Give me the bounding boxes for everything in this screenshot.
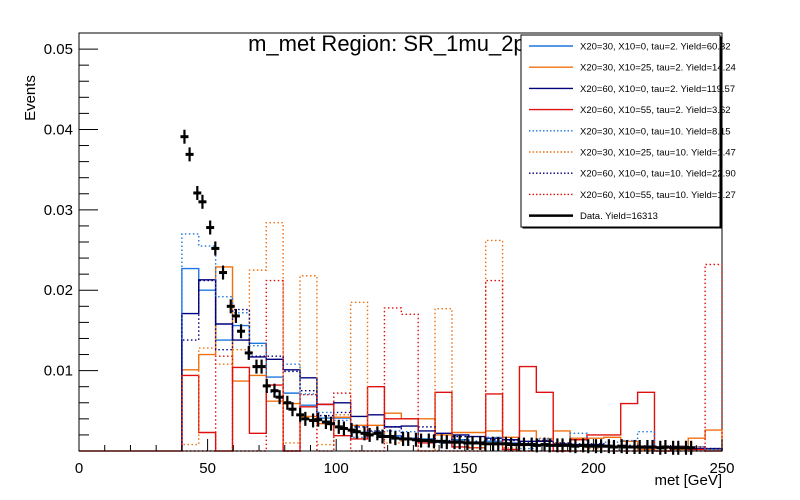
y-tick-label: 0.04 bbox=[44, 121, 73, 138]
data-point bbox=[257, 359, 266, 374]
legend-entry: X20=60, X10=55, tau=10. Yield=1.27 bbox=[529, 190, 736, 201]
data-point bbox=[519, 437, 528, 452]
data-point bbox=[296, 407, 305, 422]
chart-title: m_met Region: SR_1mu_2ph bbox=[248, 31, 538, 56]
x-tick-label: 50 bbox=[199, 460, 216, 477]
data-point bbox=[288, 402, 297, 417]
data-point bbox=[198, 194, 207, 209]
legend-entry: X20=30, X10=0, tau=10. Yield=8.15 bbox=[529, 126, 731, 137]
data-point bbox=[429, 434, 438, 449]
x-tick-label: 150 bbox=[452, 460, 477, 477]
data-point bbox=[301, 411, 310, 426]
axes-layer: 0 50 100 150 200 250 0.01 0.02 0.03 0.04 0.05 bbox=[44, 33, 735, 477]
data-point bbox=[386, 429, 395, 444]
data-point bbox=[609, 439, 618, 454]
data-point bbox=[185, 147, 194, 162]
legend-entry: X20=30, X10=25, tau=2. Yield=14.24 bbox=[529, 63, 736, 74]
data-point bbox=[275, 390, 284, 405]
legend-label: X20=30, X10=25, tau=2. Yield=14.24 bbox=[580, 63, 736, 74]
data-point bbox=[334, 419, 343, 434]
data-point bbox=[635, 439, 644, 454]
data-point bbox=[442, 435, 451, 450]
legend-label: X20=30, X10=0, tau=10. Yield=8.15 bbox=[580, 126, 731, 137]
histogram-layer bbox=[79, 222, 723, 452]
legend-label: X20=60, X10=0, tau=10. Yield=22.90 bbox=[580, 169, 736, 180]
data-point bbox=[468, 435, 477, 450]
data-point bbox=[360, 426, 369, 441]
data-point bbox=[339, 421, 348, 436]
data-point bbox=[404, 431, 413, 446]
legend-entry: X20=60, X10=0, tau=2. Yield=119.57 bbox=[529, 84, 735, 95]
data-point bbox=[211, 241, 220, 256]
data-point bbox=[327, 416, 336, 431]
x-tick-label: 250 bbox=[709, 460, 734, 477]
data-point bbox=[558, 438, 567, 453]
histogram-series-8 bbox=[181, 263, 723, 452]
data-point bbox=[283, 395, 292, 410]
x-tick-label: 200 bbox=[581, 460, 606, 477]
data-point bbox=[507, 437, 516, 452]
data-point bbox=[417, 433, 426, 448]
histogram-series-4 bbox=[181, 365, 722, 452]
data-point bbox=[481, 436, 490, 451]
data-point bbox=[352, 424, 361, 439]
data-points-layer bbox=[180, 129, 696, 455]
legend-entry: X20=30, X10=0, tau=2. Yield=60.32 bbox=[529, 42, 731, 53]
data-point bbox=[347, 423, 356, 438]
legend-label: X20=30, X10=25, tau=10. Yield=1.47 bbox=[580, 148, 736, 159]
y-tick-label: 0.03 bbox=[44, 202, 73, 219]
legend-entry: Data. Yield=16313 bbox=[529, 211, 658, 222]
data-point bbox=[687, 440, 696, 455]
legend-entry: X20=30, X10=25, tau=10. Yield=1.47 bbox=[529, 148, 736, 159]
data-point bbox=[231, 308, 240, 323]
x-axis-title: met [GeV] bbox=[654, 472, 722, 489]
legend-label: X20=60, X10=0, tau=2. Yield=119.57 bbox=[580, 84, 735, 95]
data-point bbox=[314, 412, 323, 427]
data-point bbox=[193, 185, 202, 200]
data-point bbox=[180, 129, 189, 144]
data-point bbox=[373, 426, 382, 441]
data-point bbox=[674, 440, 683, 455]
data-point bbox=[270, 383, 279, 398]
data-point bbox=[494, 436, 503, 451]
legend-label: X20=60, X10=55, tau=2. Yield=3.62 bbox=[580, 105, 731, 116]
data-point bbox=[244, 345, 253, 360]
legend: X20=30, X10=0, tau=2. Yield=60.32 X20=30,… bbox=[520, 34, 736, 229]
legend-label: X20=30, X10=0, tau=2. Yield=60.32 bbox=[580, 42, 731, 53]
data-point bbox=[219, 265, 228, 280]
data-point bbox=[262, 378, 271, 393]
y-axis-title: Events bbox=[22, 75, 39, 121]
data-point bbox=[391, 431, 400, 446]
data-point bbox=[237, 324, 246, 339]
y-tick-label: 0.02 bbox=[44, 282, 73, 299]
data-point bbox=[321, 415, 330, 430]
x-tick-label: 0 bbox=[75, 460, 83, 477]
legend-entry: X20=60, X10=55, tau=2. Yield=3.62 bbox=[529, 105, 731, 116]
y-tick-label: 0.01 bbox=[44, 363, 73, 380]
y-tick-label: 0.05 bbox=[44, 41, 73, 58]
data-point bbox=[622, 439, 631, 454]
data-point bbox=[378, 429, 387, 444]
legend-label: Data. Yield=16313 bbox=[580, 211, 658, 222]
legend-label: X20=60, X10=55, tau=10. Yield=1.27 bbox=[580, 190, 736, 201]
data-point bbox=[365, 427, 374, 442]
data-point bbox=[661, 439, 670, 454]
x-tick-label: 100 bbox=[324, 460, 349, 477]
data-point bbox=[226, 299, 235, 314]
data-point bbox=[545, 438, 554, 453]
data-point bbox=[455, 435, 464, 450]
data-point bbox=[648, 439, 657, 454]
data-point bbox=[206, 220, 215, 235]
legend-entry: X20=60, X10=0, tau=10. Yield=22.90 bbox=[529, 169, 736, 180]
data-point bbox=[532, 438, 541, 453]
